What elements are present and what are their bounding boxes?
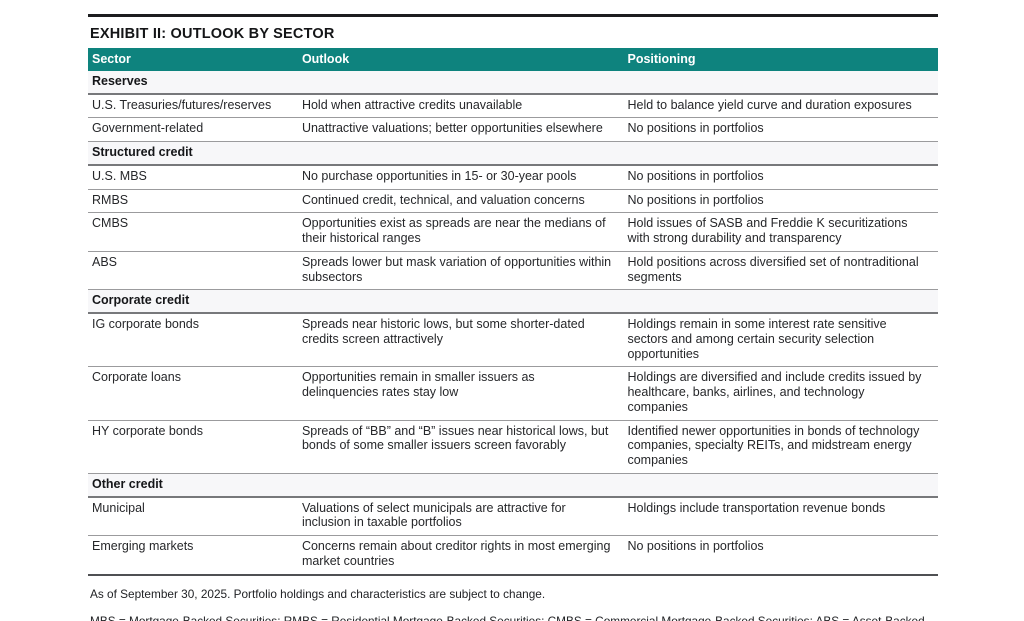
table-row: CMBS Opportunities exist as spreads are n… xyxy=(88,212,938,252)
table-row: HY corporate bonds Spreads of “BB” and “B… xyxy=(88,420,938,474)
positioning-cell: No positions in portfolios xyxy=(623,189,938,214)
column-header-positioning: Positioning xyxy=(623,48,938,71)
table-row: U.S. MBS No purchase opportunities in 15-… xyxy=(88,164,938,190)
table-row: U.S. Treasuries/futures/reserves Hold whe… xyxy=(88,93,938,119)
outlook-cell: Hold when attractive credits unavailable xyxy=(297,93,624,119)
positioning-cell: No positions in portfolios xyxy=(623,117,938,142)
section-row-corporate-credit: Corporate credit xyxy=(88,289,938,315)
header-row: Sector Outlook Positioning xyxy=(88,48,938,71)
positioning-cell: Held to balance yield curve and duration… xyxy=(623,93,938,119)
section-row-structured-credit: Structured credit xyxy=(88,140,938,166)
section-row-other-credit: Other credit xyxy=(88,472,938,498)
column-header-outlook: Outlook xyxy=(297,48,624,71)
section-label: Structured credit xyxy=(88,140,938,166)
table-row: IG corporate bonds Spreads near historic … xyxy=(88,313,938,368)
table-row: Municipal Valuations of select municipals… xyxy=(88,496,938,536)
exhibit-title: EXHIBIT II: OUTLOOK BY SECTOR xyxy=(90,26,335,42)
positioning-cell: Holdings remain in some interest rate se… xyxy=(623,313,938,368)
positioning-cell: Holdings are diversified and include cre… xyxy=(623,366,938,421)
positioning-cell: Hold positions across diversified set of… xyxy=(623,251,938,291)
sector-cell: RMBS xyxy=(88,189,298,214)
table-row: Emerging markets Concerns remain about cr… xyxy=(88,535,938,576)
table-row: Corporate loans Opportunities remain in s… xyxy=(88,366,938,421)
outlook-cell: Concerns remain about creditor rights in… xyxy=(297,535,624,576)
sector-cell: HY corporate bonds xyxy=(88,420,298,474)
sector-cell: Corporate loans xyxy=(88,366,298,421)
footnote-definitions: MBS = Mortgage-Backed Securities; RMBS =… xyxy=(90,614,938,621)
section-label: Other credit xyxy=(88,472,938,498)
sector-cell: ABS xyxy=(88,251,298,291)
sector-cell: CMBS xyxy=(88,212,298,252)
sector-cell: Government-related xyxy=(88,117,298,142)
outlook-cell: No purchase opportunities in 15- or 30-y… xyxy=(297,164,624,190)
positioning-cell: Identified newer opportunities in bonds … xyxy=(623,420,938,474)
footnotes: As of September 30, 2025. Portfolio hold… xyxy=(90,587,938,621)
table-body: Reserves U.S. Treasuries/futures/reserves… xyxy=(88,70,938,576)
outlook-cell: Valuations of select municipals are attr… xyxy=(297,496,624,536)
sector-cell: Emerging markets xyxy=(88,535,298,576)
outlook-cell: Spreads lower but mask variation of oppo… xyxy=(297,251,624,291)
positioning-cell: No positions in portfolios xyxy=(623,535,938,576)
table-row: RMBS Continued credit, technical, and val… xyxy=(88,189,938,214)
outlook-cell: Spreads of “BB” and “B” issues near hist… xyxy=(297,420,624,474)
outlook-cell: Opportunities exist as spreads are near … xyxy=(297,212,624,252)
table-row: ABS Spreads lower but mask variation of o… xyxy=(88,251,938,291)
positioning-cell: No positions in portfolios xyxy=(623,164,938,190)
table-row: Government-related Unattractive valuation… xyxy=(88,117,938,142)
outlook-cell: Spreads near historic lows, but some sho… xyxy=(297,313,624,368)
outlook-by-sector-table: Sector Outlook Positioning Reserves U.S. … xyxy=(88,48,938,576)
footnote-as-of: As of September 30, 2025. Portfolio hold… xyxy=(90,587,546,602)
positioning-cell: Hold issues of SASB and Freddie K securi… xyxy=(623,212,938,252)
outlook-cell: Opportunities remain in smaller issuers … xyxy=(297,366,624,421)
section-label: Reserves xyxy=(88,70,938,95)
section-row-reserves: Reserves xyxy=(88,70,938,95)
column-header-sector: Sector xyxy=(88,48,298,71)
exhibit-outlook-by-sector: EXHIBIT II: OUTLOOK BY SECTOR Sector Out… xyxy=(88,14,938,621)
sector-cell: U.S. Treasuries/futures/reserves xyxy=(88,93,298,119)
top-rule xyxy=(88,14,938,17)
section-label: Corporate credit xyxy=(88,289,938,315)
outlook-cell: Continued credit, technical, and valuati… xyxy=(297,189,624,214)
sector-cell: U.S. MBS xyxy=(88,164,298,190)
table-header: Sector Outlook Positioning xyxy=(88,48,938,71)
positioning-cell: Holdings include transportation revenue … xyxy=(623,496,938,536)
outlook-cell: Unattractive valuations; better opportun… xyxy=(297,117,624,142)
sector-cell: Municipal xyxy=(88,496,298,536)
sector-cell: IG corporate bonds xyxy=(88,313,298,368)
